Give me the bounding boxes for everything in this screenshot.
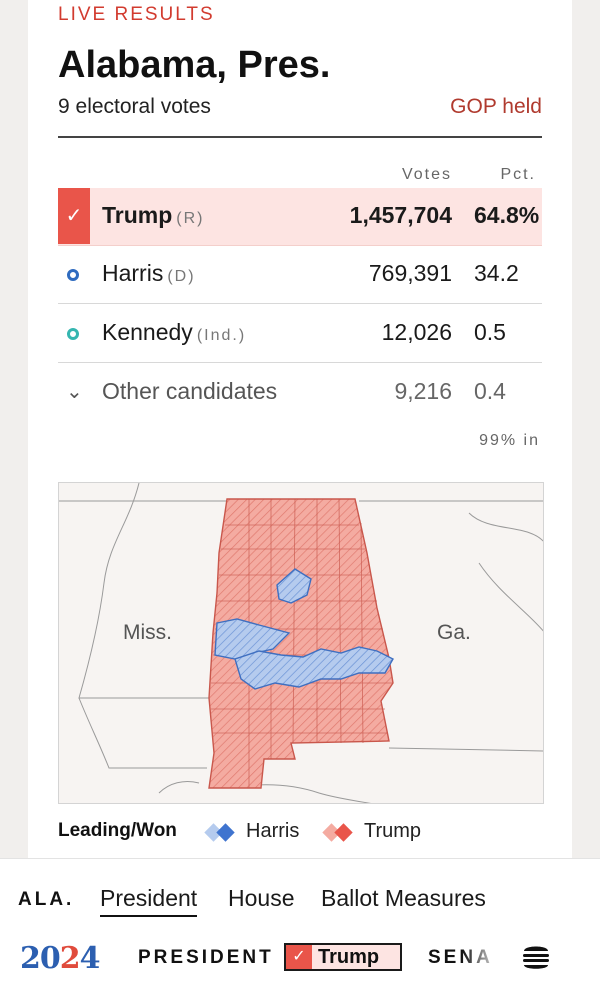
hamburger-menu-icon[interactable] [518, 939, 554, 975]
vote-pct: 34.2 [474, 260, 519, 286]
race-label-president[interactable]: PRESIDENT [138, 947, 274, 968]
vote-pct: 64.8% [474, 202, 540, 228]
trump-counties [208, 498, 394, 789]
state-label-east: Ga. [437, 621, 471, 644]
electoral-votes: 9 electoral votes [58, 95, 211, 118]
candidate-row-kennedy: Kennedy (Ind.) 12,026 0.5 [58, 305, 542, 363]
state-abbr: ALA. [18, 889, 75, 910]
vote-count: 12,026 [381, 319, 452, 345]
tab-ballot-measures[interactable]: Ballot Measures [321, 885, 486, 911]
party-label: (D) [167, 268, 196, 285]
harris-legend-icon [204, 823, 235, 842]
trump-legend-icon [322, 823, 353, 842]
vote-pct: 0.4 [474, 378, 506, 404]
candidate-row-harris: Harris (D) 769,391 34.2 [58, 246, 542, 304]
divider [58, 136, 542, 138]
other-candidates-toggle[interactable]: ⌄ Other candidates 9,216 0.4 [58, 364, 542, 422]
state-label-west: Miss. [123, 621, 172, 644]
live-results-label: LIVE RESULTS [58, 4, 215, 25]
kennedy-dot-icon [67, 328, 79, 340]
tab-house[interactable]: House [228, 885, 295, 911]
leader-name: Trump [318, 946, 380, 968]
results-card: LIVE RESULTS Alabama, Pres. 9 electoral … [28, 0, 572, 860]
legend-title: Leading/Won [58, 820, 177, 841]
election-2024-logo[interactable]: 2024 [20, 941, 100, 976]
party-label: (R) [176, 210, 205, 227]
candidate-row-trump: ✓ Trump (R) 1,457,704 64.8% [58, 188, 542, 246]
winner-check-icon: ✓ [286, 945, 312, 969]
leader-pill[interactable]: ✓ Trump [284, 943, 402, 971]
candidate-name: Kennedy (Ind.) [102, 319, 247, 345]
chevron-down-icon[interactable]: ⌄ [66, 381, 83, 403]
legend-harris-label: Harris [246, 820, 300, 842]
vote-pct: 0.5 [474, 319, 506, 345]
vote-count: 769,391 [368, 260, 452, 286]
vote-count: 1,457,704 [349, 202, 452, 228]
held-status: GOP held [450, 95, 542, 118]
page-title: Alabama, Pres. [58, 44, 331, 86]
vote-count: 9,216 [394, 378, 452, 404]
party-label: (Ind.) [196, 327, 247, 344]
harris-counties [214, 568, 394, 690]
county-map[interactable]: Miss. Ga. [58, 482, 544, 804]
reporting-status: 99% in [479, 432, 540, 449]
state-borders [59, 483, 543, 803]
votes-column-header: Votes [401, 166, 452, 183]
winner-check-icon: ✓ [58, 188, 90, 244]
candidate-name: Trump (R) [102, 202, 205, 228]
harris-dot-icon [67, 269, 79, 281]
fade-overlay [462, 939, 502, 975]
pct-column-header: Pct. [500, 166, 536, 183]
alabama-map-svg [59, 483, 543, 803]
candidate-name[interactable]: Other candidates [102, 378, 278, 404]
legend-trump-label: Trump [364, 820, 422, 842]
candidate-name: Harris (D) [102, 260, 196, 286]
bottom-navigation: ALA. President House Ballot Measures 202… [0, 858, 600, 1000]
tab-president[interactable]: President [100, 885, 198, 917]
